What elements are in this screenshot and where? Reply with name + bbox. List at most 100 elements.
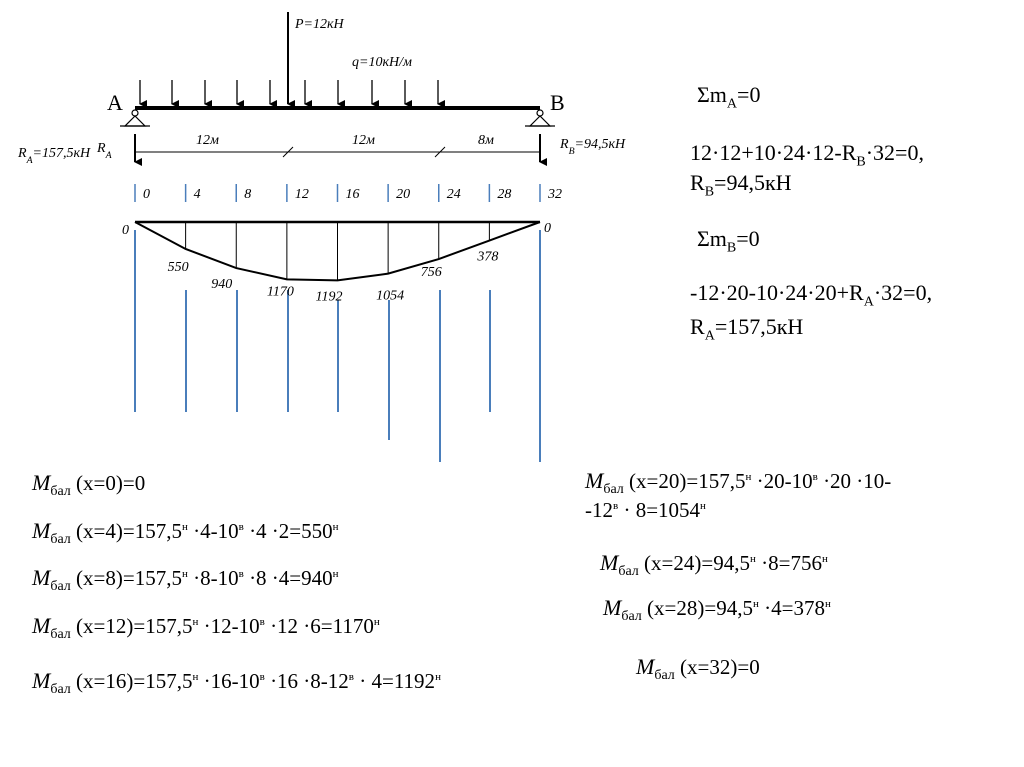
position-label: 28 [497,187,511,202]
text-part: A [704,328,715,344]
label-part: =157,5кН [33,146,91,161]
text-part: · 4=1192 [354,669,436,693]
moment-label: 940 [211,277,232,292]
load-q-label: q=10кН/м [352,55,412,70]
equation: RA=157,5кН [690,314,803,344]
label-part: R [559,137,569,152]
text-part: ·8-10 [187,566,239,590]
text-part: в [613,500,619,513]
text-part: ·8 ·4=940 [243,566,333,590]
position-label: 4 [194,187,201,202]
position-label: 24 [447,187,461,202]
text-part: н [821,553,828,565]
text-part: M [32,613,51,638]
text-part: ·16-10 [198,669,260,693]
text-part: Σm [697,82,727,107]
text-part: (x=12)=157,5 [70,614,193,638]
text-part: -12 [585,498,613,523]
text-part: н [332,521,339,533]
text-part: бал [618,564,639,580]
text-part: (x=16)=157,5 [70,669,193,693]
moment-formula: Mбал (x=24)=94,5н ·8=756н [600,550,828,580]
label-part: A [105,150,113,161]
text-part: ·12 ·6=1170 [264,614,374,638]
text-part: ·32=0, [873,280,933,305]
text-part: =94,5кН [714,170,792,195]
text-part: =0 [736,226,760,251]
moment-formula: Mбал (x=28)=94,5н ·4=378н [603,595,831,625]
text-part: н [332,568,339,580]
support-b-label: B [550,90,565,115]
text-part: в [259,616,265,628]
equation: ΣmB=0 [697,226,760,256]
position-label: 12 [295,187,309,202]
span-label: 12м [196,133,219,148]
label-part: R [96,141,106,156]
moment-label: 0 [544,221,551,236]
text-part: -12·20-10·24·20+R [690,280,864,305]
text-part: M [636,654,655,679]
text-part: M [603,595,622,620]
position-label: 16 [346,187,360,202]
equation: RB=94,5кН [690,170,792,200]
moment-curve [134,221,541,282]
text-part: в [259,671,265,683]
reaction-label: RA [96,141,113,161]
equation: 12·12+10·24·12-RB·32=0, [690,140,924,170]
text-part: M [585,468,604,493]
text-part: в [238,568,244,580]
text-part: B [704,184,715,200]
supports [120,109,555,166]
text-part: (x=20)=157,5 [623,469,746,493]
text-part: ·12-10 [198,614,260,638]
moment-label: 0 [122,223,129,238]
text-part: A [863,294,874,310]
text-part: ·4-10 [187,519,239,543]
text-part: A [726,96,738,112]
span-label: 8м [478,133,494,148]
text-part: ·20-10 [751,469,813,493]
label-part: R [17,146,27,161]
moment-formula: Mбал (x=12)=157,5н ·12-10в ·12 ·6=1170н [32,613,380,643]
text-part: (x=24)=94,5 [638,551,750,575]
text-part: (x=32)=0 [674,655,760,679]
text-part: (x=4)=157,5 [70,519,182,543]
moment-label: 756 [421,265,442,280]
text-part: B [856,154,866,170]
text-part: бал [50,579,71,595]
text-part: в [238,521,244,533]
text-part: н [749,553,756,565]
text-part: бал [654,668,675,684]
moment-label: 378 [476,250,498,265]
position-label: 0 [143,187,150,202]
text-part: 12·12+10·24·12-R [690,140,857,165]
text-part: ·16 ·8-12 [264,669,349,693]
support-a-label: A [107,90,123,115]
text-part: (x=8)=157,5 [70,566,182,590]
text-part: M [32,470,51,495]
reaction-label: RB=94,5кН [559,137,626,157]
text-part: =0 [737,82,761,107]
moment-formula: Mбал (x=32)=0 [636,654,760,684]
text-part: н [181,568,188,580]
moment-formula: Mбал (x=8)=157,5н ·8-10в ·8 ·4=940н [32,565,339,595]
text-part: н [700,500,706,513]
text-part: B [726,240,737,256]
label-part: B [569,146,575,157]
text-part: н [192,616,199,628]
moment-label: 1054 [376,289,404,304]
label-part: A [26,155,34,166]
text-part: н [435,671,441,683]
moment-label: 1192 [316,289,343,304]
text-part: R [690,314,705,339]
text-part: в [812,471,818,483]
text-part: (x=0)=0 [70,471,146,495]
position-label: 32 [547,187,562,202]
equation: ΣmA=0 [697,82,760,112]
text-part: н [181,521,188,533]
text-part: бал [603,482,624,498]
text-part: н [824,598,831,610]
text-part: Σm [697,226,727,251]
